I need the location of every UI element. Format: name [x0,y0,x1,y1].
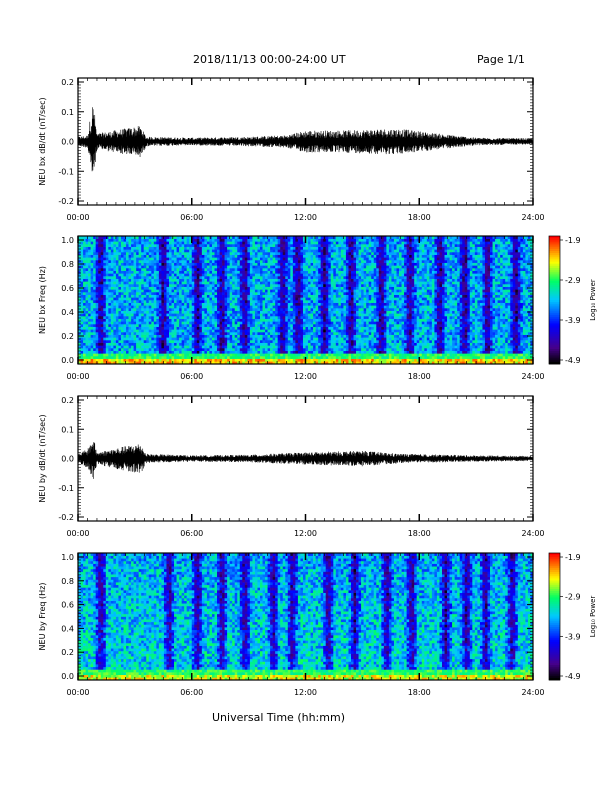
x-tick-label: 18:00 [408,529,431,538]
x-tick-label: 06:00 [180,529,203,538]
y-tick-label: 0.2 [61,78,74,87]
y-tick-label: 0.2 [61,648,74,657]
y-tick-label: 0.0 [61,356,74,365]
colorbar-tick-label: -1.9 [565,553,581,562]
x-tick-label: 12:00 [294,372,317,381]
x-tick-label: 18:00 [408,372,431,381]
colorbar-tick-label: -4.9 [565,672,581,681]
x-tick-label: 18:00 [408,688,431,697]
spectrogram-cells [78,236,534,365]
x-tick-label: 24:00 [521,213,544,222]
y-tick-label: 0.4 [61,624,74,633]
colorbar-tick-label: -2.9 [565,276,581,285]
colorbar-tick-label: -3.9 [565,316,581,325]
x-tick-label: 00:00 [66,529,89,538]
y-axis-title: NEU by dB/dt (nT/sec) [38,414,47,502]
colorbar-tick-label: -1.9 [565,236,581,245]
x-tick-label: 06:00 [180,372,203,381]
colorbar-tick-label: -4.9 [565,356,581,365]
panel-1: 00:00 06:00 12:00 18:00 24:00 0.2 0.1 0.0 -0.1 -0… [38,77,545,222]
x-tick-label: 00:00 [66,372,89,381]
y-tick-label: 0.2 [61,396,74,405]
panel-2: -1.9 -2.9 -3.9 -4.9 Log₁₀ Power 00:00 06:00 12:… [38,235,597,381]
colorbar-label: Log₁₀ Power [589,596,597,638]
y-axis-title: NEU bx dB/dt (nT/sec) [38,97,47,185]
x-tick-label: 12:00 [294,529,317,538]
y-axis-title: NEU by Freq (Hz) [38,583,47,651]
x-tick-label: 06:00 [180,688,203,697]
spectrogram-cells [78,553,534,681]
y-tick-label: 0.6 [61,284,74,293]
y-tick-label: 0.8 [61,577,74,586]
y-tick-label: 0.1 [61,108,74,117]
y-tick-label: 0.6 [61,601,74,610]
y-tick-label: 0.4 [61,308,74,317]
x-tick-label: 00:00 [66,213,89,222]
panel-4: -1.9 -2.9 -3.9 -4.9 Log₁₀ Power 00:00 06:00 12:… [38,552,597,697]
x-tick-label: 24:00 [521,529,544,538]
y-tick-label: -0.2 [58,197,74,206]
y-tick-label: 0.2 [61,332,74,341]
waveform-series [77,107,534,172]
y-tick-label: -0.2 [58,513,74,522]
colorbar-tick-label: -2.9 [565,593,581,602]
page-title: 2018/11/13 00:00-24:00 UT [193,53,346,66]
panel-3: 00:00 06:00 12:00 18:00 24:00 0.2 0.1 0.0 -0.1 -0… [38,395,545,538]
y-tick-label: 0.0 [61,672,74,681]
x-tick-label: 24:00 [521,688,544,697]
y-tick-label: 0.1 [61,425,74,434]
y-tick-label: 0.0 [61,138,74,147]
y-tick-label: 1.0 [61,553,74,562]
page-number: Page 1/1 [477,53,525,66]
x-tick-label: 00:00 [66,688,89,697]
colorbar: -1.9 -2.9 -3.9 -4.9 Log₁₀ Power [548,552,597,681]
colorbar-tick-label: -3.9 [565,632,581,641]
x-axis-title: Universal Time (hh:mm) [212,711,345,724]
y-tick-label: -0.1 [58,484,74,493]
x-tick-label: 18:00 [408,213,431,222]
colorbar-label: Log₁₀ Power [589,279,597,321]
x-tick-label: 06:00 [180,213,203,222]
y-axis-title: NEU bx Freq (Hz) [38,266,47,334]
x-tick-label: 12:00 [294,213,317,222]
y-tick-label: -0.1 [58,167,74,176]
waveform-series [77,442,534,479]
colorbar: -1.9 -2.9 -3.9 -4.9 Log₁₀ Power [548,235,597,365]
x-tick-label: 24:00 [521,372,544,381]
y-tick-label: 0.0 [61,455,74,464]
y-tick-label: 1.0 [61,236,74,245]
x-tick-label: 12:00 [294,688,317,697]
y-tick-label: 0.8 [61,260,74,269]
